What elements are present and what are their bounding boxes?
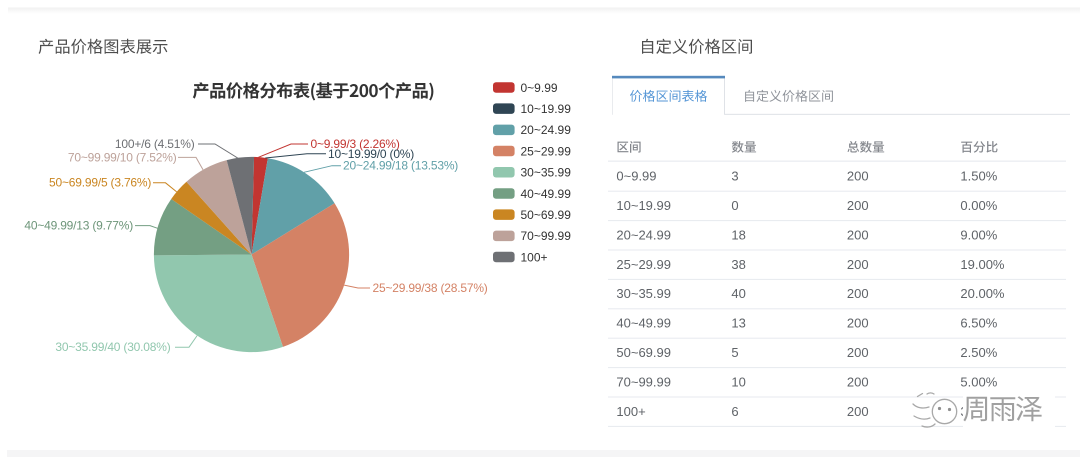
svg-text:0~9.99: 0~9.99 <box>521 81 558 95</box>
svg-text:0.00%: 0.00% <box>960 198 997 213</box>
svg-text:200: 200 <box>847 345 869 360</box>
svg-text:70~99.99/10 (7.52%): 70~99.99/10 (7.52%) <box>68 151 177 165</box>
svg-text:6: 6 <box>731 404 738 419</box>
svg-text:5: 5 <box>731 345 738 360</box>
svg-text:200: 200 <box>847 198 869 213</box>
svg-text:3: 3 <box>731 169 738 184</box>
svg-text:70~99.99: 70~99.99 <box>616 374 671 389</box>
svg-text:20~24.99: 20~24.99 <box>521 123 572 137</box>
svg-text:10~19.99/0 (0%): 10~19.99/0 (0%) <box>328 147 414 161</box>
svg-text:50~69.99/5 (3.76%): 50~69.99/5 (3.76%) <box>49 176 151 190</box>
svg-text:40~49.99: 40~49.99 <box>521 187 572 201</box>
svg-text:0~9.99: 0~9.99 <box>616 169 656 184</box>
svg-text:10~19.99: 10~19.99 <box>616 198 671 213</box>
svg-text:30~35.99/40 (30.08%): 30~35.99/40 (30.08%) <box>55 340 170 354</box>
svg-text:1.50%: 1.50% <box>960 169 997 184</box>
svg-text:200: 200 <box>847 169 869 184</box>
svg-text:6.50%: 6.50% <box>960 316 997 331</box>
svg-text:18: 18 <box>731 227 745 242</box>
svg-text:40~49.99/13 (9.77%): 40~49.99/13 (9.77%) <box>24 219 133 233</box>
svg-text:13: 13 <box>731 316 745 331</box>
svg-text:100+/6 (4.51%): 100+/6 (4.51%) <box>115 137 195 151</box>
svg-text:70~99.99: 70~99.99 <box>521 229 572 243</box>
svg-text:200: 200 <box>847 374 869 389</box>
svg-text:50~69.99: 50~69.99 <box>616 345 671 360</box>
svg-text:40: 40 <box>731 286 745 301</box>
svg-text:20.00%: 20.00% <box>960 286 1005 301</box>
svg-text:100+: 100+ <box>616 404 645 419</box>
svg-text:40~49.99: 40~49.99 <box>616 316 671 331</box>
svg-text:10: 10 <box>731 374 745 389</box>
svg-text:25~29.99: 25~29.99 <box>616 257 671 272</box>
svg-text:19.00%: 19.00% <box>960 257 1005 272</box>
svg-text:30~35.99: 30~35.99 <box>616 286 671 301</box>
svg-text:25~29.99: 25~29.99 <box>521 144 572 158</box>
svg-text:200: 200 <box>847 227 869 242</box>
svg-text:25~29.99/38 (28.57%): 25~29.99/38 (28.57%) <box>373 281 488 295</box>
svg-text:200: 200 <box>847 316 869 331</box>
svg-text:200: 200 <box>847 286 869 301</box>
svg-text:100+: 100+ <box>521 250 548 264</box>
svg-text:200: 200 <box>847 404 869 419</box>
svg-text:9.00%: 9.00% <box>960 227 997 242</box>
svg-text:50~69.99: 50~69.99 <box>521 208 572 222</box>
svg-text:0~9.99/3 (2.26%): 0~9.99/3 (2.26%) <box>311 137 400 151</box>
svg-text:5.00%: 5.00% <box>960 374 997 389</box>
svg-text:200: 200 <box>847 257 869 272</box>
svg-text:2.50%: 2.50% <box>960 345 997 360</box>
svg-text:30~35.99: 30~35.99 <box>521 166 572 180</box>
svg-text:0: 0 <box>731 198 738 213</box>
svg-text:20~24.99: 20~24.99 <box>616 227 671 242</box>
svg-text:38: 38 <box>731 257 745 272</box>
svg-text:20~24.99/18 (13.53%): 20~24.99/18 (13.53%) <box>343 159 458 173</box>
svg-text:10~19.99: 10~19.99 <box>521 102 572 116</box>
